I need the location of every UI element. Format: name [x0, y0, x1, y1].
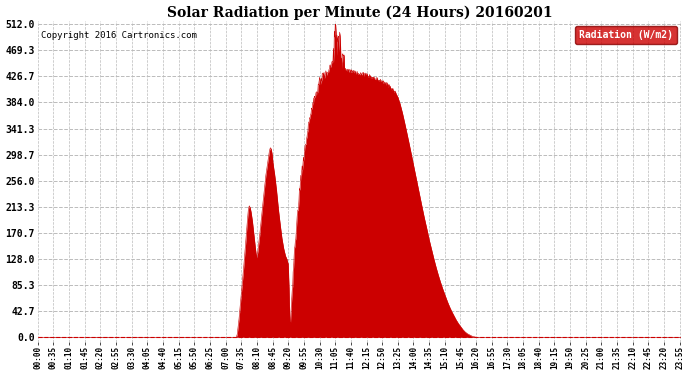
Text: Copyright 2016 Cartronics.com: Copyright 2016 Cartronics.com — [41, 31, 197, 40]
Title: Solar Radiation per Minute (24 Hours) 20160201: Solar Radiation per Minute (24 Hours) 20… — [167, 6, 553, 20]
Legend: Radiation (W/m2): Radiation (W/m2) — [575, 26, 677, 44]
